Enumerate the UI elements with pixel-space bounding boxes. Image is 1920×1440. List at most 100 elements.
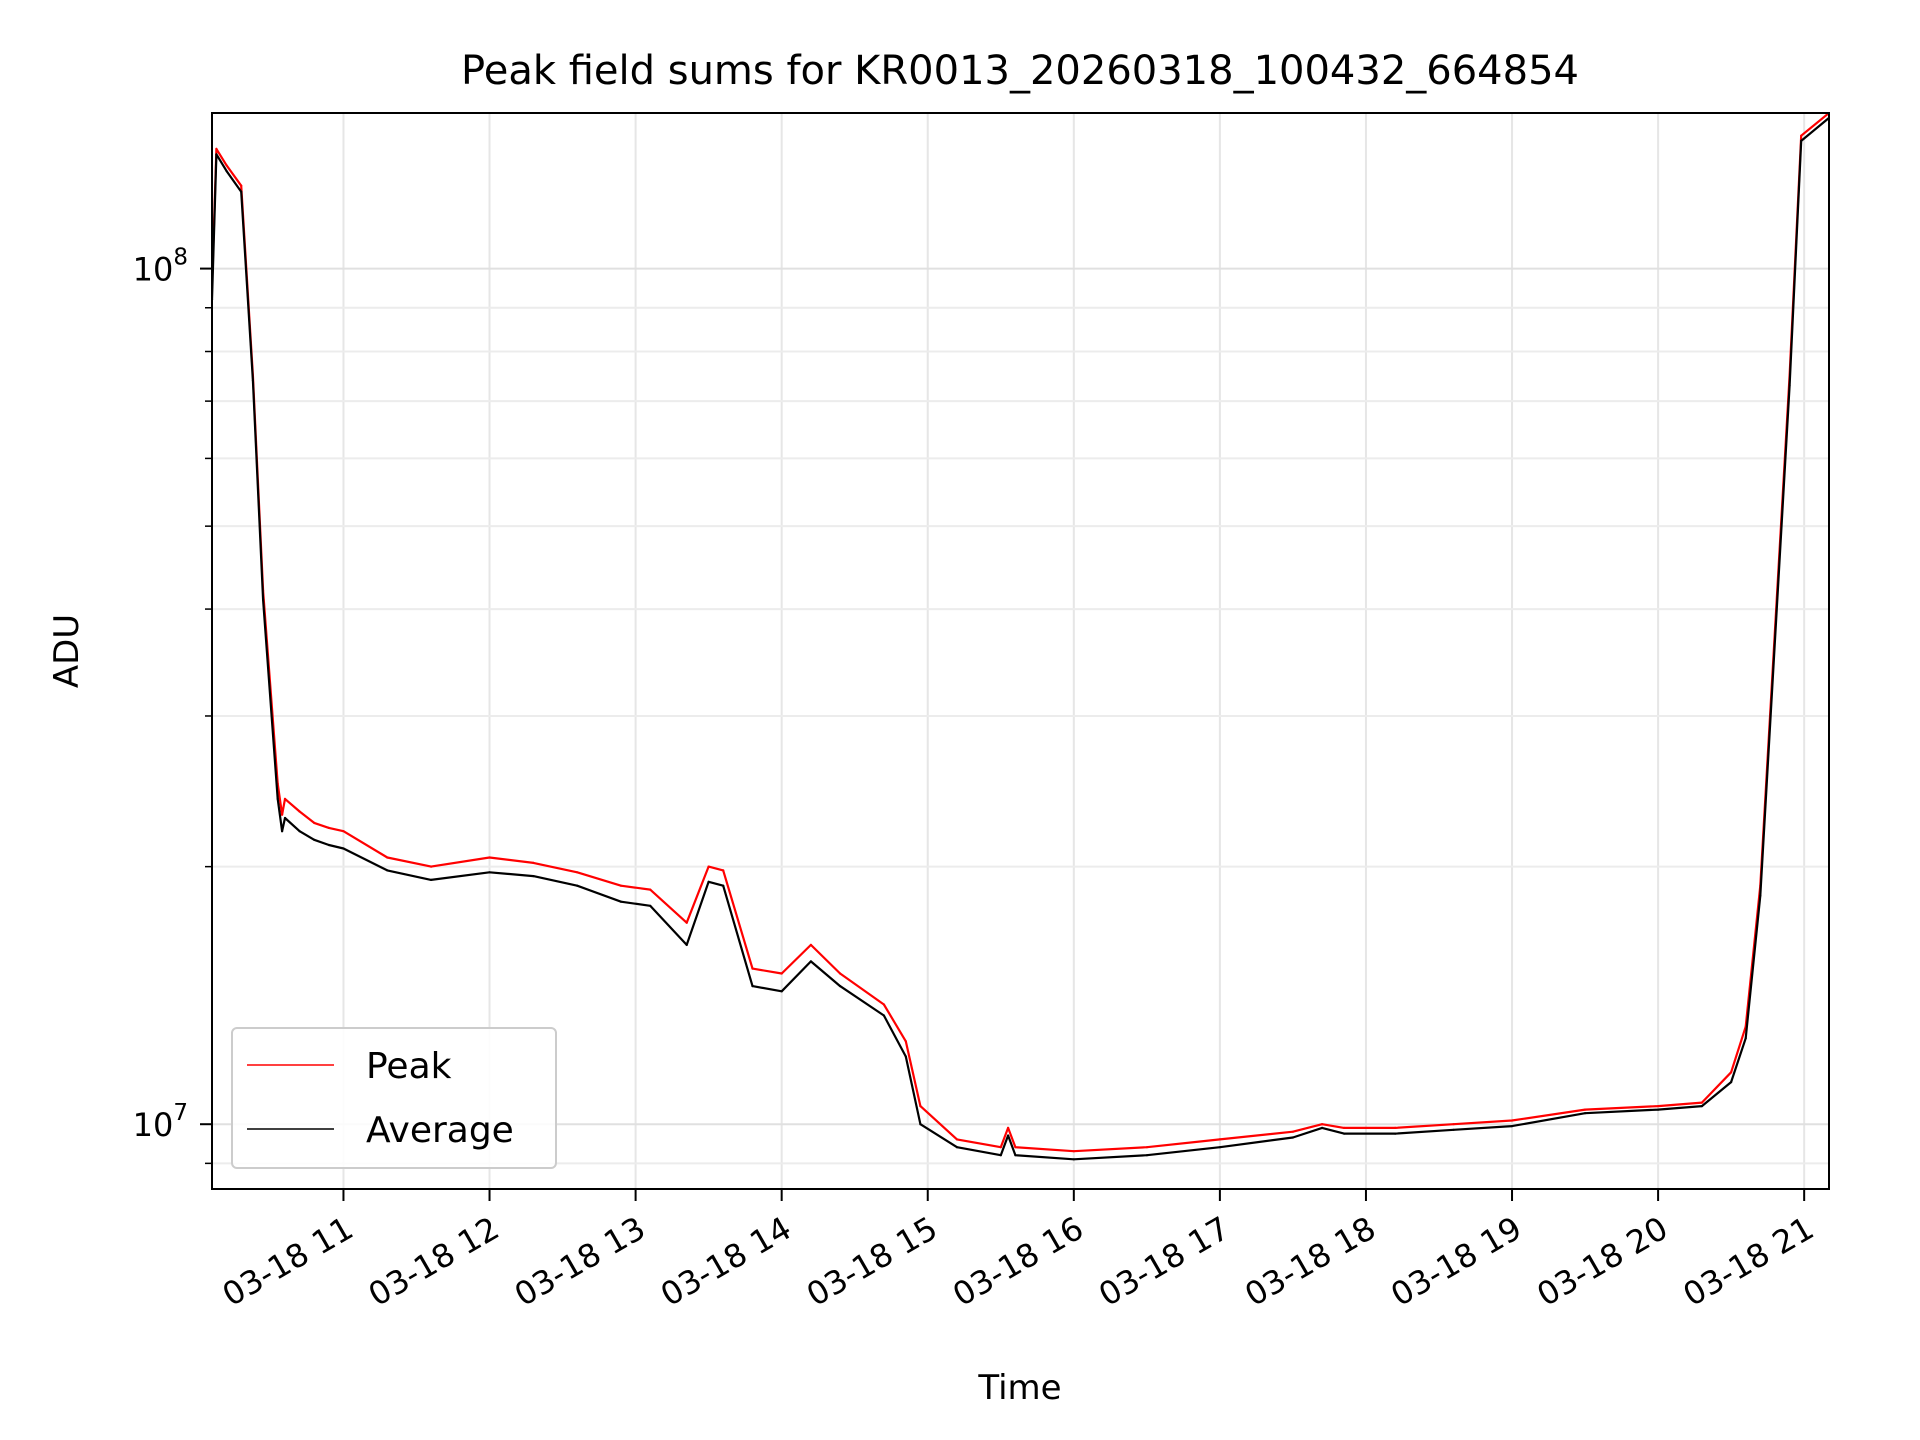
y-axis-label: ADU — [47, 614, 87, 688]
series-point-average — [386, 869, 389, 872]
series-point-peak — [430, 865, 433, 868]
series-point-average — [215, 153, 218, 156]
series-point-average — [281, 830, 284, 833]
series-point-peak — [298, 810, 301, 813]
series-point-average — [1452, 1128, 1455, 1131]
series-point-peak — [707, 865, 710, 868]
y-tick-label-exponent: 8 — [173, 245, 188, 271]
series-point-average — [780, 990, 783, 993]
series-point-peak — [780, 972, 783, 975]
series-point-peak — [281, 813, 284, 816]
series-point-peak — [532, 861, 535, 865]
legend-peak-label: Peak — [366, 1046, 452, 1087]
legend: Peak Average — [231, 1027, 557, 1169]
series-point-average — [685, 943, 688, 947]
series-point-average — [298, 830, 301, 833]
series-point-average — [649, 904, 652, 907]
series-point-average — [576, 884, 579, 887]
series-point-average — [532, 875, 535, 878]
series-point-peak — [619, 884, 623, 887]
series-point-average — [619, 900, 623, 903]
series-point-average — [1342, 1132, 1346, 1135]
series-point-peak — [1700, 1101, 1703, 1104]
series-point-average — [313, 838, 316, 841]
series-point-peak — [1321, 1123, 1324, 1126]
series-point-average — [1007, 1134, 1010, 1137]
series-point-peak — [1342, 1126, 1346, 1129]
series-point-peak — [327, 826, 330, 830]
series-point-average — [751, 985, 754, 988]
series-point-peak — [1394, 1126, 1397, 1129]
series-point-peak — [882, 1003, 886, 1006]
series-point-peak — [215, 147, 218, 150]
series-point-peak — [809, 943, 813, 947]
series-point-peak — [1584, 1108, 1587, 1111]
series-point-average — [1072, 1158, 1075, 1161]
x-axis-label: Time — [977, 1368, 1061, 1408]
series-point-average — [1744, 1037, 1747, 1040]
series-layer — [212, 113, 1829, 1161]
series-point-average — [1394, 1132, 1397, 1135]
series-point-average — [251, 379, 254, 382]
series-point-average — [1584, 1112, 1587, 1115]
series-point-average — [488, 871, 491, 874]
series-point-average — [1014, 1154, 1017, 1157]
series-point-peak — [685, 921, 688, 924]
y-tick-label-base: 10 — [133, 251, 174, 289]
series-point-average — [283, 816, 287, 820]
series-point-average — [262, 598, 265, 602]
series-point-peak — [1145, 1146, 1148, 1149]
series-point-average — [999, 1154, 1002, 1157]
chart-title: Peak field sums for KR0013_20260318_1004… — [461, 48, 1579, 94]
series-point-peak — [283, 797, 287, 801]
series-point-peak — [240, 184, 243, 187]
series-point-peak — [1218, 1138, 1221, 1141]
series-point-peak — [342, 830, 345, 833]
series-point-peak — [1657, 1105, 1660, 1108]
legend-box — [231, 1027, 557, 1169]
series-point-peak — [1072, 1150, 1075, 1153]
series-point-peak — [751, 967, 754, 970]
series-point-average — [1321, 1126, 1324, 1129]
series-point-average — [1657, 1108, 1660, 1111]
y-tick-label: 108 — [133, 245, 188, 289]
series-point-average — [809, 960, 813, 963]
series-point-average — [1800, 139, 1803, 142]
series-line-average — [212, 117, 1829, 1161]
y-tick-label: 107 — [133, 1100, 188, 1144]
series-point-average — [1510, 1125, 1514, 1128]
series-point-peak — [722, 869, 725, 872]
series-point-peak — [1510, 1119, 1514, 1122]
series-point-peak — [999, 1146, 1002, 1149]
series-point-average — [276, 797, 279, 801]
series-point-average — [882, 1014, 886, 1017]
series-point-peak — [839, 972, 842, 975]
series-point-average — [225, 170, 228, 173]
series-point-peak — [1800, 134, 1803, 137]
series-point-average — [1145, 1154, 1148, 1157]
series-point-average — [1788, 384, 1791, 387]
grid-lines — [212, 113, 1829, 1189]
y-tick-label-base: 10 — [133, 1106, 174, 1144]
series-point-average — [955, 1146, 959, 1149]
series-point-average — [327, 843, 330, 847]
series-point-average — [1700, 1105, 1703, 1108]
series-point-peak — [1452, 1123, 1455, 1126]
series-point-peak — [955, 1138, 959, 1141]
series-point-peak — [1007, 1126, 1010, 1129]
series-point-average — [839, 985, 842, 988]
series-point-average — [240, 190, 243, 193]
series-point-average — [919, 1123, 922, 1126]
series-point-average — [430, 878, 433, 882]
series-point-peak — [1291, 1130, 1294, 1133]
series-point-peak — [488, 856, 491, 859]
series-point-peak — [904, 1040, 907, 1043]
series-point-average — [904, 1055, 907, 1058]
series-point-average — [1218, 1146, 1221, 1149]
series-point-peak — [225, 164, 228, 167]
series-point-peak — [649, 888, 652, 891]
series-point-peak — [1730, 1071, 1733, 1074]
